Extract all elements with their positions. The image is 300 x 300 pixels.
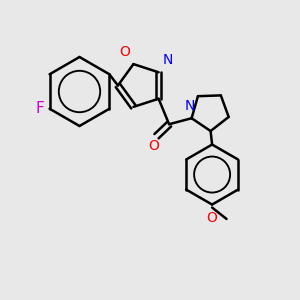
Text: O: O bbox=[119, 45, 130, 59]
Text: O: O bbox=[149, 139, 160, 153]
Text: N: N bbox=[162, 53, 172, 67]
Text: N: N bbox=[185, 99, 195, 113]
Text: F: F bbox=[35, 101, 44, 116]
Text: O: O bbox=[207, 211, 218, 225]
